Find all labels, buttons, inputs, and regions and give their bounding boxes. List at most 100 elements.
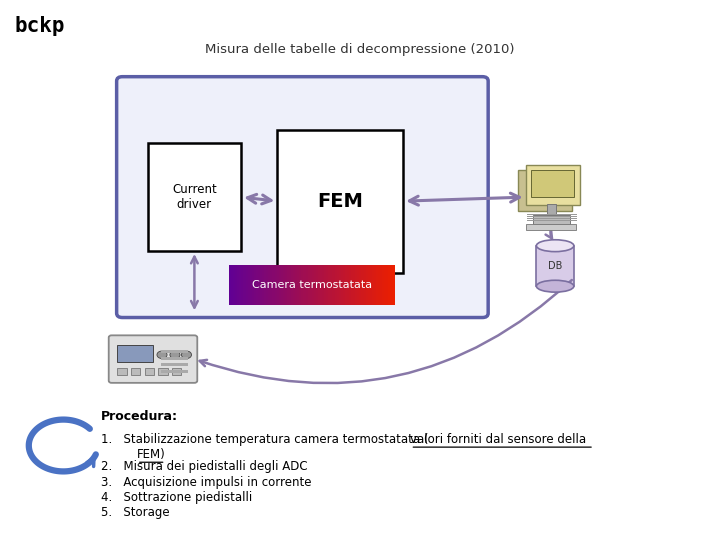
Bar (324, 265, 326, 305)
Bar (314, 265, 316, 305)
Bar (335, 265, 337, 305)
Bar (354, 265, 355, 305)
Bar (376, 265, 378, 305)
Bar (271, 265, 272, 305)
Bar (161, 363, 188, 366)
Bar (235, 265, 238, 305)
Bar (333, 265, 335, 305)
Bar (231, 265, 233, 305)
Bar (281, 265, 283, 305)
Bar (364, 265, 366, 305)
Bar (305, 265, 307, 305)
Bar (229, 265, 231, 305)
Bar (388, 265, 390, 305)
Bar (272, 265, 274, 305)
Bar (392, 265, 395, 305)
Bar (254, 265, 256, 305)
Bar (172, 368, 181, 375)
Bar (289, 265, 291, 305)
Bar (527, 218, 577, 219)
FancyBboxPatch shape (109, 335, 197, 383)
Bar (260, 265, 262, 305)
Circle shape (181, 351, 192, 359)
Bar (384, 265, 387, 305)
Bar (326, 265, 328, 305)
Bar (293, 265, 295, 305)
Text: Camera termostatata: Camera termostatata (252, 280, 372, 290)
Text: 2.   Misura dei piedistalli degli ADC: 2. Misura dei piedistalli degli ADC (101, 460, 307, 473)
Bar (347, 265, 349, 305)
Bar (386, 265, 388, 305)
Bar (297, 265, 300, 305)
Bar (527, 214, 577, 215)
Bar (283, 265, 285, 305)
Bar (250, 265, 252, 305)
Bar (161, 350, 188, 353)
Bar (536, 246, 574, 286)
Bar (148, 143, 241, 251)
Bar (302, 265, 304, 305)
Bar (117, 368, 127, 375)
Text: FEM): FEM) (137, 448, 166, 461)
Bar (382, 265, 384, 305)
Text: Current
driver: Current driver (172, 183, 217, 211)
Text: bckp: bckp (14, 16, 65, 36)
Bar (547, 204, 556, 216)
Bar (370, 265, 372, 305)
Bar (518, 170, 572, 211)
Text: valori forniti dal sensore della: valori forniti dal sensore della (410, 433, 587, 446)
Bar (359, 265, 361, 305)
Bar (531, 170, 574, 197)
Circle shape (170, 351, 180, 359)
Bar (526, 165, 580, 205)
Bar (266, 265, 269, 305)
Bar (349, 265, 351, 305)
Bar (355, 265, 357, 305)
Text: 1.   Stabilizzazione temperatura camera termostatata (: 1. Stabilizzazione temperatura camera te… (101, 433, 428, 446)
Bar (341, 265, 343, 305)
Bar (526, 224, 576, 230)
Bar (274, 265, 276, 305)
Ellipse shape (536, 240, 574, 252)
Bar (390, 265, 392, 305)
Bar (357, 265, 359, 305)
Bar (238, 265, 239, 305)
Bar (246, 265, 248, 305)
Bar (312, 265, 314, 305)
Text: 5.   Storage: 5. Storage (101, 506, 169, 519)
Bar (307, 265, 310, 305)
Bar (256, 265, 258, 305)
Bar (318, 265, 320, 305)
Bar (338, 265, 341, 305)
Bar (277, 130, 403, 273)
Text: 4.   Sottrazione piedistalli: 4. Sottrazione piedistalli (101, 491, 252, 504)
Bar (241, 265, 243, 305)
Bar (322, 265, 324, 305)
Bar (310, 265, 312, 305)
FancyBboxPatch shape (117, 77, 488, 318)
Bar (161, 370, 188, 373)
Bar (378, 265, 380, 305)
Bar (295, 265, 297, 305)
Bar (527, 216, 577, 217)
Bar (527, 220, 577, 221)
Bar (320, 265, 322, 305)
Bar (380, 265, 382, 305)
Bar (285, 265, 287, 305)
Bar (131, 368, 140, 375)
Bar (158, 368, 168, 375)
Ellipse shape (536, 280, 574, 292)
Bar (361, 265, 364, 305)
Bar (330, 265, 333, 305)
Bar (300, 265, 302, 305)
Bar (243, 265, 246, 305)
Bar (262, 265, 264, 305)
Bar (239, 265, 241, 305)
Bar (117, 345, 153, 362)
Bar (258, 265, 260, 305)
Bar (351, 265, 354, 305)
Bar (343, 265, 345, 305)
Text: 3.   Acquisizione impulsi in corrente: 3. Acquisizione impulsi in corrente (101, 476, 311, 489)
Bar (316, 265, 318, 305)
Bar (328, 265, 330, 305)
